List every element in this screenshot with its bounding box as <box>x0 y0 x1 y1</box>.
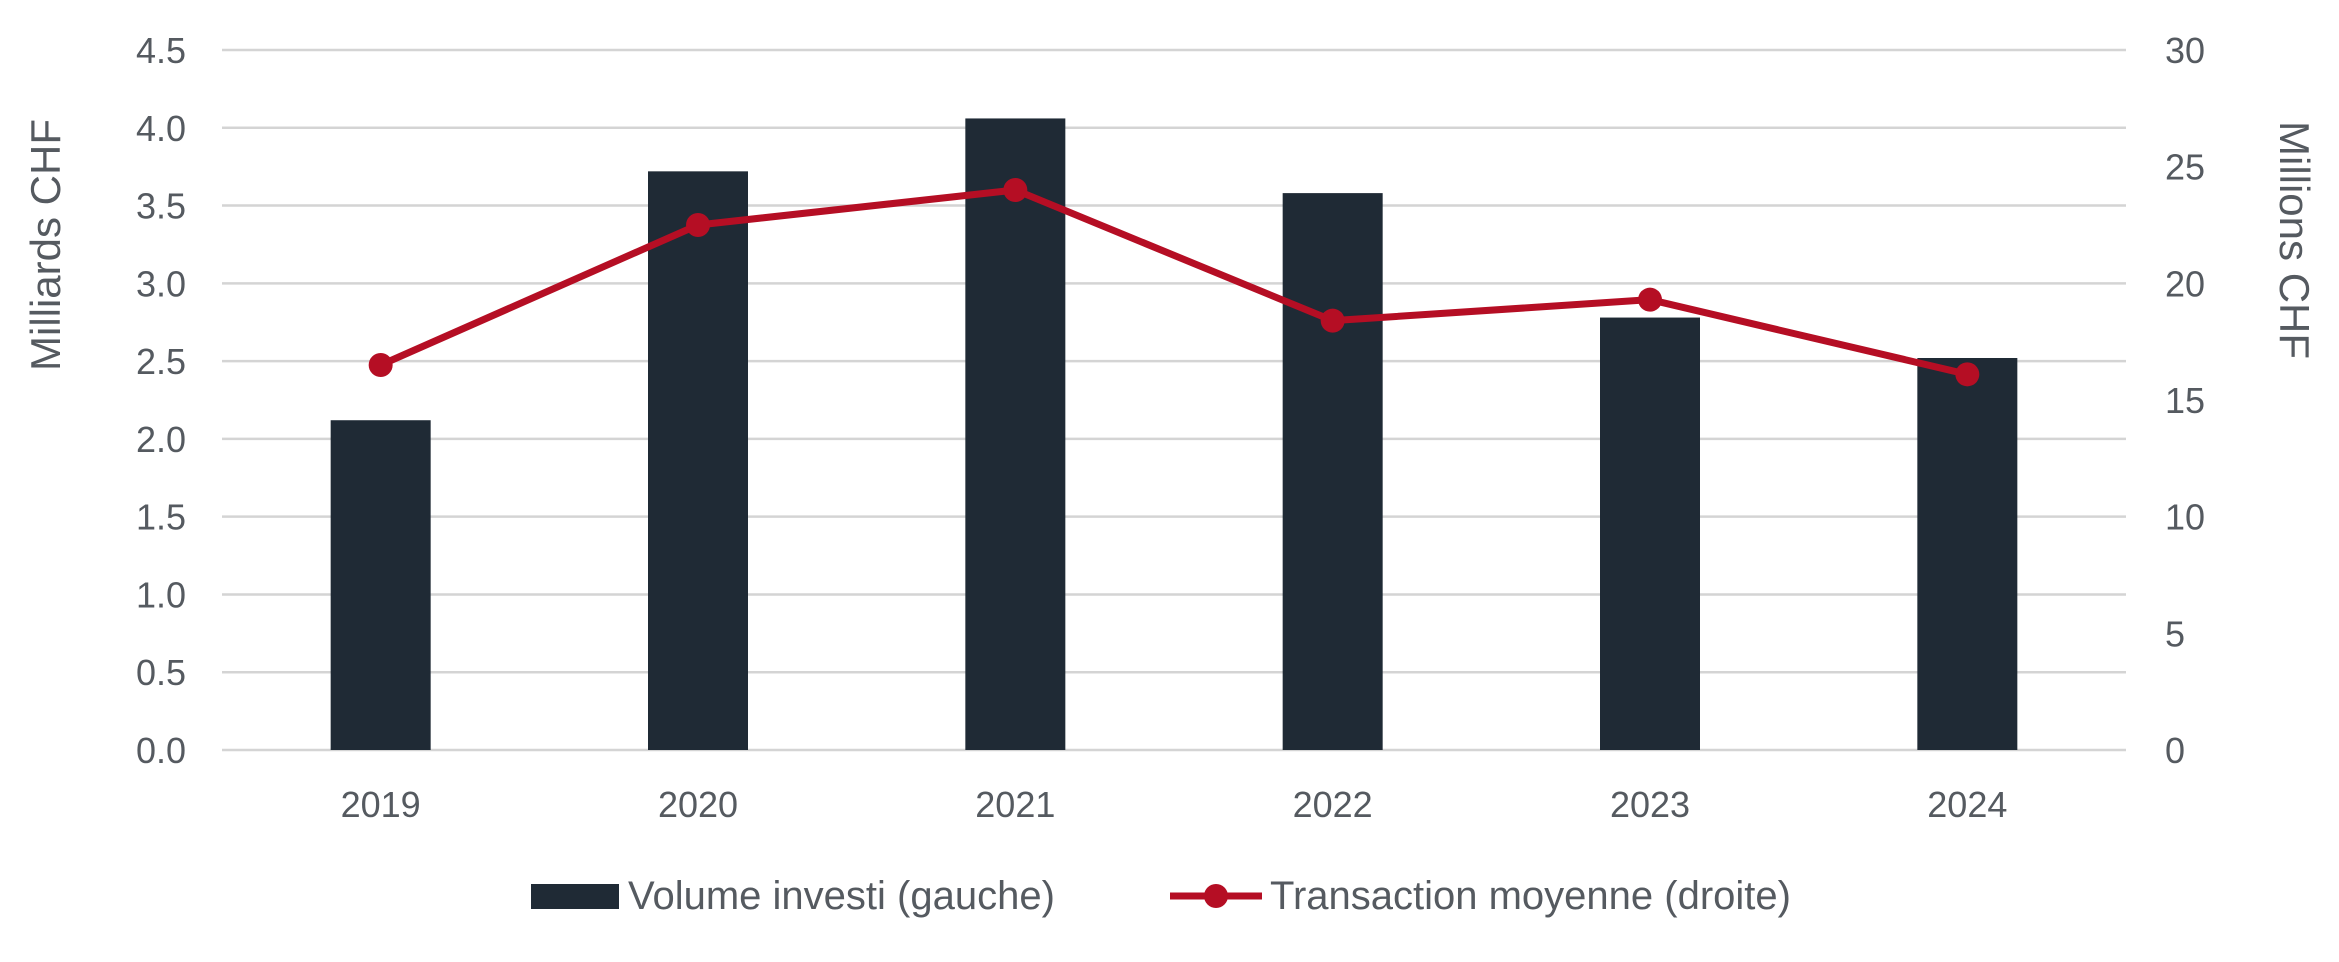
left-axis-title: Milliards CHF <box>22 119 69 371</box>
line-point-2022 <box>1320 308 1345 333</box>
x-tick-label: 2021 <box>975 784 1055 825</box>
left-tick-label: 2.0 <box>136 419 186 460</box>
right-tick-label: 0 <box>2165 730 2185 771</box>
right-tick-label: 10 <box>2165 497 2205 538</box>
bar-2022 <box>1282 193 1383 751</box>
right-tick-label: 15 <box>2165 380 2205 421</box>
x-tick-label: 2020 <box>658 784 738 825</box>
left-tick-label: 2.5 <box>136 341 186 382</box>
bar-2024 <box>1917 358 2018 750</box>
left-tick-label: 4.0 <box>136 108 186 149</box>
bar-series <box>330 118 2018 751</box>
left-tick-label: 0.5 <box>136 652 186 693</box>
left-tick-label: 0.0 <box>136 730 186 771</box>
line-point-2024 <box>1955 362 1980 387</box>
legend-line-marker <box>1204 884 1228 908</box>
x-tick-label: 2022 <box>1293 784 1373 825</box>
right-axis-ticks: 0 5 10 15 20 25 30 <box>2165 30 2205 771</box>
legend-bar-label: Volume investi (gauche) <box>628 874 1055 918</box>
right-tick-label: 25 <box>2165 147 2205 188</box>
bar-2020 <box>648 171 748 751</box>
line-point-2021 <box>1003 178 1028 202</box>
left-tick-label: 3.0 <box>136 263 186 304</box>
right-axis-title: Millions CHF <box>2271 121 2318 359</box>
bar-2023 <box>1600 317 1700 750</box>
line-point-2023 <box>1638 287 1662 312</box>
left-tick-label: 4.5 <box>136 30 186 71</box>
grid-lines <box>222 48 2126 752</box>
right-tick-label: 20 <box>2165 263 2205 304</box>
line-point-2020 <box>686 213 710 237</box>
line-path <box>379 186 1969 378</box>
right-tick-label: 30 <box>2165 30 2205 71</box>
bar-2021 <box>965 118 1066 750</box>
left-tick-label: 1.5 <box>136 497 186 538</box>
line-point-2019 <box>368 353 393 377</box>
x-axis-ticks: 2019 2020 2021 2022 2023 2024 <box>341 784 2008 825</box>
left-axis-ticks: 0.0 0.5 1.0 1.5 2.0 2.5 3.0 3.5 4.0 4.5 <box>136 30 186 771</box>
right-tick-label: 5 <box>2165 613 2185 654</box>
bar-2019 <box>330 420 431 750</box>
legend-line-label: Transaction moyenne (droite) <box>1270 874 1791 918</box>
left-tick-label: 1.0 <box>136 574 186 615</box>
x-tick-label: 2024 <box>1927 784 2007 825</box>
x-tick-label: 2023 <box>1610 784 1690 825</box>
line-series <box>368 178 1980 387</box>
left-tick-label: 3.5 <box>136 186 186 227</box>
legend: Volume investi (gauche) Transaction moye… <box>531 874 1791 918</box>
x-tick-label: 2019 <box>341 784 421 825</box>
legend-bar-swatch <box>531 884 619 909</box>
